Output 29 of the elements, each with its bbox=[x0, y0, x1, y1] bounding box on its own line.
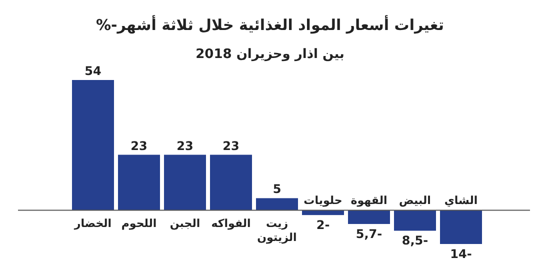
data-label: -5,7 bbox=[356, 226, 382, 241]
bar bbox=[348, 210, 390, 224]
data-label: -2 bbox=[316, 218, 330, 232]
bar bbox=[210, 154, 252, 210]
x-tick-label: زيت الزيتون bbox=[257, 217, 297, 244]
x-tick-label: الشاي bbox=[444, 194, 478, 208]
data-label: 5 bbox=[272, 182, 282, 196]
x-tick-label: البيض bbox=[399, 194, 431, 208]
x-tick-label: الخضار bbox=[73, 217, 112, 230]
bar bbox=[256, 198, 298, 210]
bar bbox=[118, 154, 160, 210]
bar bbox=[302, 210, 344, 216]
chart-title: تغيرات أسعار المواد الغذائية خلال ثلاثة أشهر-% bbox=[96, 15, 444, 34]
bar bbox=[164, 154, 206, 210]
bar bbox=[72, 80, 114, 210]
bar bbox=[394, 210, 436, 231]
data-label: -8,5 bbox=[402, 234, 428, 248]
data-label: 23 bbox=[176, 138, 194, 153]
data-label: 54 bbox=[84, 64, 102, 78]
x-tick-label: حلويات bbox=[304, 194, 342, 208]
data-label: -14 bbox=[450, 247, 472, 261]
x-tick-label: القهوة bbox=[350, 194, 388, 208]
x-tick-label: الفواكه bbox=[211, 217, 251, 230]
x-tick-label: الجبن bbox=[170, 217, 200, 230]
bar bbox=[440, 210, 482, 244]
data-label: 23 bbox=[130, 138, 148, 153]
x-tick-label: اللحوم bbox=[121, 217, 157, 230]
data-label: 23 bbox=[222, 138, 240, 153]
chart-subtitle: بين اذار وحزيران 2018 bbox=[196, 47, 344, 62]
